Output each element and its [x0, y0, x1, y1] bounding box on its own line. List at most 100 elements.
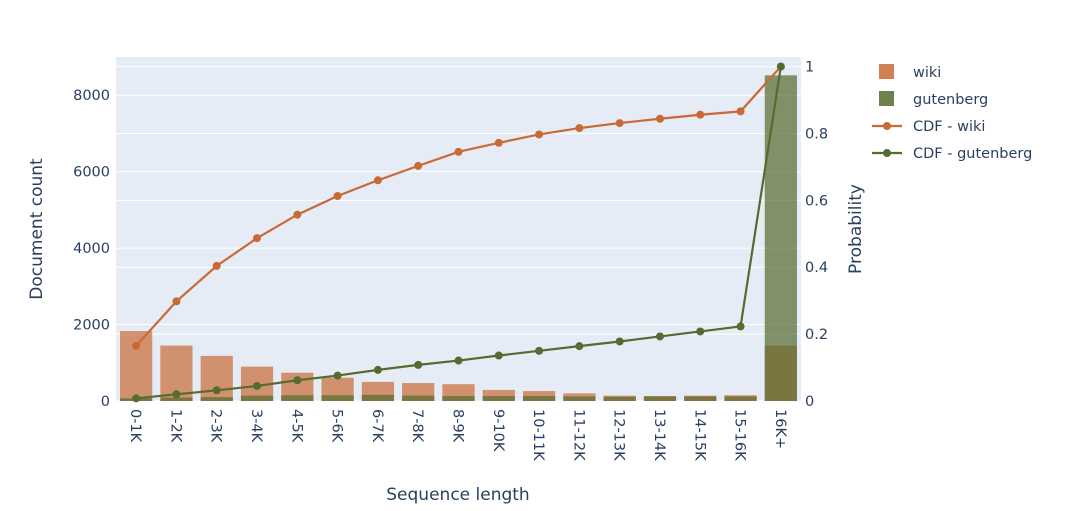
- point-CDF - gutenberg-15-16K[interactable]: [736, 322, 745, 331]
- point-CDF - wiki-10-11K[interactable]: [535, 130, 544, 139]
- x-tick-label: 1-2K: [167, 409, 183, 443]
- bar-gutenberg-13-14K[interactable]: [643, 396, 677, 401]
- x-tick-label: 5-6K: [329, 409, 345, 443]
- x-tick-label: 11-12K: [570, 409, 586, 461]
- point-CDF - gutenberg-11-12K[interactable]: [575, 342, 584, 351]
- y-tick-label: 6000: [73, 165, 110, 181]
- point-CDF - wiki-0-1K[interactable]: [132, 341, 141, 350]
- legend-swatch: [879, 64, 894, 79]
- point-CDF - gutenberg-7-8K[interactable]: [414, 360, 423, 369]
- bar-gutenberg-5-6K[interactable]: [321, 395, 354, 401]
- legend-item-CDF - gutenberg[interactable]: CDF - gutenberg: [872, 146, 1032, 162]
- point-CDF - wiki-5-6K[interactable]: [333, 191, 342, 200]
- point-CDF - wiki-4-5K[interactable]: [293, 210, 302, 219]
- bar-gutenberg-16K+[interactable]: [764, 75, 797, 401]
- point-CDF - wiki-2-3K[interactable]: [212, 261, 221, 270]
- x-axis-title: Sequence length: [386, 485, 529, 505]
- y2-tick-label: 1: [805, 60, 814, 76]
- y2-tick-label: 0.4: [805, 260, 828, 276]
- point-CDF - gutenberg-4-5K[interactable]: [293, 376, 302, 385]
- point-CDF - gutenberg-14-15K[interactable]: [696, 327, 705, 336]
- x-tick-label: 14-15K: [691, 409, 707, 461]
- x-tick-label: 6-7K: [369, 409, 385, 443]
- x-tick-label: 3-4K: [248, 409, 264, 443]
- point-CDF - wiki-7-8K[interactable]: [414, 161, 423, 170]
- bar-gutenberg-10-11K[interactable]: [522, 396, 556, 401]
- bar-wiki-5-6K[interactable]: [321, 377, 354, 401]
- bar-gutenberg-1-2K[interactable]: [160, 397, 193, 401]
- x-tick-label: 15-16K: [732, 409, 748, 461]
- bar-gutenberg-12-13K[interactable]: [603, 396, 636, 401]
- y2-tick-label: 0.2: [805, 327, 828, 343]
- point-CDF - gutenberg-13-14K[interactable]: [655, 332, 664, 341]
- point-CDF - gutenberg-8-9K[interactable]: [454, 356, 463, 365]
- y2-tick-label: 0: [805, 394, 814, 410]
- y2-tick-label: 0.8: [805, 126, 828, 142]
- legend-item-CDF - wiki[interactable]: CDF - wiki: [872, 119, 985, 135]
- bar-gutenberg-3-4K[interactable]: [240, 395, 274, 401]
- y-tick-label: 0: [101, 394, 110, 410]
- plot-background: [116, 57, 801, 401]
- legend-label: gutenberg: [913, 92, 988, 108]
- point-CDF - gutenberg-5-6K[interactable]: [333, 371, 342, 380]
- y2-axis-ticks: 0 0.2 0.4 0.6 0.8 1: [805, 60, 828, 410]
- legend-item-gutenberg[interactable]: gutenberg: [879, 91, 988, 108]
- bar-gutenberg-7-8K[interactable]: [402, 395, 435, 401]
- point-CDF - gutenberg-9-10K[interactable]: [494, 351, 503, 360]
- x-tick-label: 13-14K: [651, 409, 667, 461]
- legend-label: wiki: [913, 65, 941, 81]
- point-CDF - gutenberg-2-3K[interactable]: [212, 386, 221, 395]
- legend-swatch: [879, 91, 894, 106]
- legend-marker: [883, 122, 891, 130]
- x-tick-label: 2-3K: [208, 409, 224, 443]
- x-tick-label: 16K+: [772, 409, 788, 449]
- bar-wiki-0-1K[interactable]: [120, 331, 153, 401]
- point-CDF - wiki-14-15K[interactable]: [696, 110, 705, 119]
- y-tick-label: 8000: [73, 88, 110, 104]
- bar-gutenberg-9-10K[interactable]: [482, 396, 515, 401]
- legend-label: CDF - gutenberg: [913, 146, 1032, 162]
- point-CDF - wiki-3-4K[interactable]: [253, 234, 262, 243]
- point-CDF - wiki-9-10K[interactable]: [494, 138, 503, 147]
- x-tick-label: 8-9K: [450, 409, 466, 443]
- y-axis-ticks: 0 2000 4000 6000 8000: [73, 88, 110, 410]
- point-CDF - gutenberg-0-1K[interactable]: [132, 394, 141, 403]
- point-CDF - gutenberg-1-2K[interactable]: [172, 390, 181, 399]
- legend-label: CDF - wiki: [913, 119, 985, 135]
- bar-gutenberg-2-3K[interactable]: [200, 397, 233, 401]
- point-CDF - wiki-8-9K[interactable]: [454, 147, 463, 156]
- x-tick-label: 12-13K: [611, 409, 627, 461]
- point-CDF - gutenberg-12-13K[interactable]: [615, 337, 624, 346]
- point-CDF - wiki-1-2K[interactable]: [172, 297, 181, 306]
- bar-gutenberg-6-7K[interactable]: [361, 394, 395, 401]
- point-CDF - wiki-12-13K[interactable]: [615, 119, 624, 128]
- point-CDF - gutenberg-10-11K[interactable]: [535, 346, 544, 355]
- legend-item-wiki[interactable]: wiki: [879, 64, 941, 81]
- legend[interactable]: wiki gutenberg CDF - wiki CDF - gutenberg: [872, 64, 1032, 162]
- x-tick-label: 0-1K: [127, 409, 143, 443]
- y-axis-title: Document count: [27, 158, 47, 300]
- point-CDF - wiki-13-14K[interactable]: [655, 114, 664, 123]
- bars: [120, 75, 797, 401]
- x-tick-label: 9-10K: [490, 409, 506, 452]
- cdf-lines: [132, 62, 785, 403]
- point-CDF - wiki-15-16K[interactable]: [736, 107, 745, 116]
- y-tick-label: 4000: [73, 241, 110, 257]
- point-CDF - wiki-6-7K[interactable]: [373, 176, 382, 185]
- x-axis-ticks: 0-1K 1-2K 2-3K 3-4K 4-5K 5-6K 6-7K 7-8K 8-9K 9-10…: [127, 409, 788, 461]
- x-tick-label: 7-8K: [409, 409, 425, 443]
- point-CDF - gutenberg-6-7K[interactable]: [373, 365, 382, 374]
- point-CDF - wiki-11-12K[interactable]: [575, 124, 584, 133]
- point-CDF - gutenberg-16K+[interactable]: [776, 62, 785, 71]
- bar-gutenberg-11-12K[interactable]: [563, 396, 596, 401]
- bar-wiki-9-10K[interactable]: [482, 389, 515, 401]
- y2-axis-title: Probability: [846, 184, 866, 274]
- bar-gutenberg-14-15K[interactable]: [684, 396, 717, 401]
- bar-gutenberg-8-9K[interactable]: [442, 396, 475, 401]
- bar-gutenberg-4-5K[interactable]: [281, 395, 314, 401]
- y2-tick-label: 0.6: [805, 193, 828, 209]
- y-tick-label: 2000: [73, 318, 110, 334]
- bar-gutenberg-15-16K[interactable]: [724, 396, 757, 401]
- point-CDF - gutenberg-3-4K[interactable]: [253, 381, 262, 390]
